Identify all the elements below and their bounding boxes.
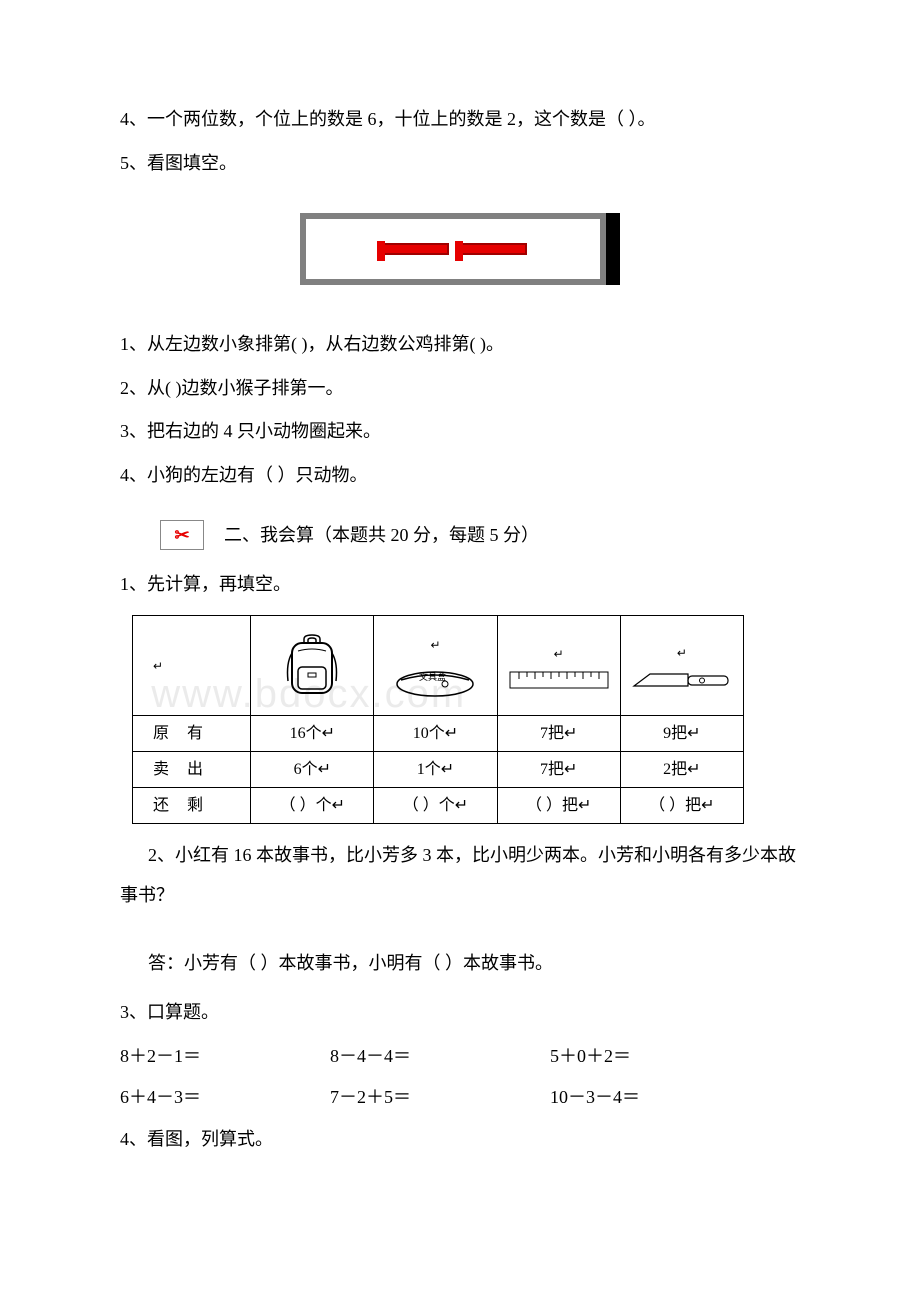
- red-bar: [457, 243, 527, 255]
- table-cell: （ ）个↵: [251, 788, 374, 824]
- oral-item: 10－3－4＝: [550, 1078, 800, 1118]
- table-row-label: 卖出: [133, 751, 251, 787]
- calculation-table: ↵ www.bdocx.com ↵: [132, 615, 744, 825]
- red-bar: [379, 243, 449, 255]
- table-row-label: 原有: [133, 715, 251, 751]
- oral-item: 6＋4－3＝: [120, 1078, 330, 1118]
- table-cell: 2把↵: [620, 751, 743, 787]
- ruler-icon: [509, 671, 609, 689]
- svg-text:文具盒: 文具盒: [419, 671, 446, 682]
- oral-item: 7－2＋5＝: [330, 1078, 550, 1118]
- sub-question-2: 2、从( )边数小猴子排第一。: [120, 369, 800, 409]
- table-header-pencilcase: ↵ 文具盒: [374, 615, 497, 715]
- oral-item: 5＋0＋2＝: [550, 1037, 800, 1077]
- scissor-icon: ✂: [160, 520, 204, 550]
- backpack-icon: [284, 633, 340, 697]
- oral-item: 8＋2－1＝: [120, 1037, 330, 1077]
- oral-calc-row: 8＋2－1＝ 8－4－4＝ 5＋0＋2＝: [120, 1037, 800, 1077]
- table-cell: 7把↵: [497, 715, 620, 751]
- cell-arrow: ↵: [153, 659, 181, 673]
- table-cell: （ ）把↵: [497, 788, 620, 824]
- s2-question-3: 3、口算题。: [120, 993, 800, 1033]
- pencilcase-icon: 文具盒: [395, 662, 475, 698]
- sub-question-1: 1、从左边数小象排第( )，从右边数公鸡排第( )。: [120, 325, 800, 365]
- section-2-title: 二、我会算（本题共 20 分，每题 5 分）: [224, 516, 539, 556]
- s2-question-4: 4、看图，列算式。: [120, 1120, 800, 1160]
- table-cell: 10个↵: [374, 715, 497, 751]
- animals-image-placeholder: [300, 213, 620, 285]
- table-cell: 1个↵: [374, 751, 497, 787]
- table-header-blank: ↵: [133, 615, 251, 715]
- table-header-knife: ↵: [620, 615, 743, 715]
- table-cell: 16个↵: [251, 715, 374, 751]
- s2-question-1: 1、先计算，再填空。: [120, 565, 800, 605]
- oral-calc-row: 6＋4－3＝ 7－2＋5＝ 10－3－4＝: [120, 1078, 800, 1118]
- question-5: 5、看图填空。: [120, 144, 800, 184]
- table-cell: （ ）把↵: [620, 788, 743, 824]
- table-header-ruler: ↵: [497, 615, 620, 715]
- s2-question-2: 2、小红有 16 本故事书，比小芳多 3 本，比小明少两本。小芳和小明各有多少本…: [120, 836, 800, 915]
- table-header-backpack: www.bdocx.com: [251, 615, 374, 715]
- cell-arrow: ↵: [554, 641, 564, 667]
- oral-item: 8－4－4＝: [330, 1037, 550, 1077]
- question-4: 4、一个两位数，个位上的数是 6，十位上的数是 2，这个数是（ ）。: [120, 100, 800, 140]
- sub-question-4: 4、小狗的左边有（ ）只动物。: [120, 456, 800, 496]
- knife-icon: [632, 670, 732, 690]
- s2-question-2-answer: 答：小芳有（ ）本故事书，小明有（ ）本故事书。: [120, 944, 800, 984]
- table-cell: 9把↵: [620, 715, 743, 751]
- cell-arrow: ↵: [430, 632, 440, 658]
- section-2-header: ✂ 二、我会算（本题共 20 分，每题 5 分）: [160, 516, 800, 556]
- cell-arrow: ↵: [677, 640, 687, 666]
- table-cell: 7把↵: [497, 751, 620, 787]
- table-cell: （ ）个↵: [374, 788, 497, 824]
- table-row-label: 还剩: [133, 788, 251, 824]
- table-cell: 6个↵: [251, 751, 374, 787]
- sub-question-3: 3、把右边的 4 只小动物圈起来。: [120, 412, 800, 452]
